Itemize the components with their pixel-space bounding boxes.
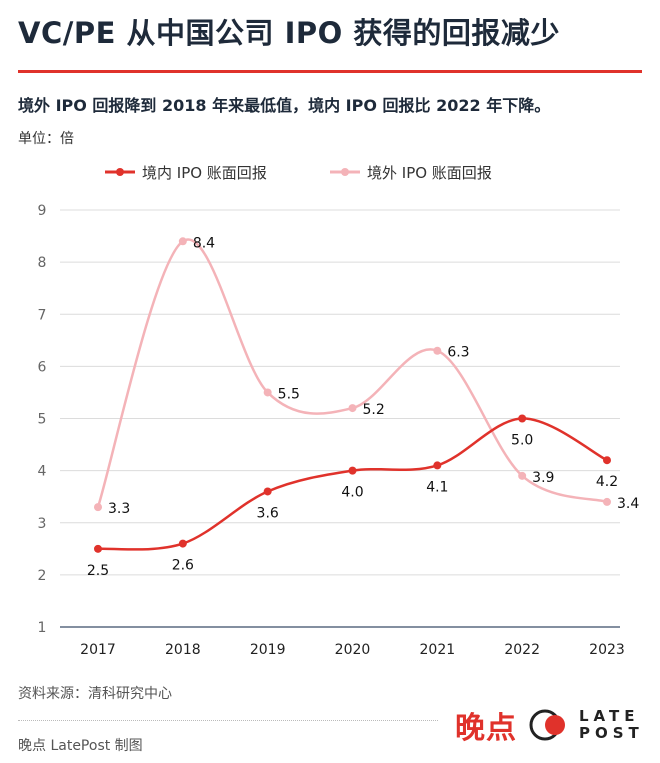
chart-title: VC/PE 从中国公司 IPO 获得的回报减少 <box>18 16 560 50</box>
data-point-foreign <box>518 471 527 480</box>
data-label-foreign: 8.4 <box>193 235 215 251</box>
data-label-foreign: 6.3 <box>447 345 469 361</box>
legend: 境内 IPO 账面回报 境外 IPO 账面回报 <box>105 164 492 182</box>
y-tick-label: 6 <box>38 359 47 375</box>
data-point-domestic <box>348 466 357 475</box>
data-label-foreign: 5.2 <box>363 402 385 418</box>
y-tick-label: 4 <box>38 464 47 480</box>
data-point-foreign <box>603 497 611 506</box>
title-divider <box>18 70 642 73</box>
data-point-domestic <box>433 461 442 470</box>
unit-label: 单位：倍 <box>18 131 74 147</box>
data-label-domestic: 2.6 <box>172 558 194 574</box>
y-tick-label: 7 <box>38 307 47 323</box>
y-tick-label: 1 <box>38 620 47 636</box>
data-point-domestic <box>178 539 187 548</box>
y-tick-label: 8 <box>38 255 47 271</box>
footer-divider <box>18 720 438 721</box>
data-point-domestic <box>263 487 272 496</box>
data-label-domestic: 4.2 <box>596 474 618 490</box>
data-point-domestic <box>518 414 527 423</box>
x-tick-label: 2020 <box>335 642 371 658</box>
data-label-domestic: 2.5 <box>87 563 109 579</box>
data-label-domestic: 5.0 <box>511 433 533 449</box>
data-point-foreign <box>348 404 357 413</box>
latepost-logo: 晚点 LATE POST <box>455 703 644 747</box>
data-point-foreign <box>433 346 442 355</box>
y-tick-label: 9 <box>38 203 47 219</box>
data-point-foreign <box>178 237 187 246</box>
legend-marker-domestic <box>116 168 124 176</box>
logo-en: LATE POST <box>579 707 644 742</box>
legend-label-domestic: 境内 IPO 账面回报 <box>142 164 267 182</box>
data-label-domestic: 4.1 <box>426 479 448 495</box>
chart-subtitle: 境外 IPO 回报降到 2018 年来最低值，境内 IPO 回报比 2022 年… <box>18 96 551 115</box>
logo-circle-icon <box>529 709 565 741</box>
legend-label-foreign: 境外 IPO 账面回报 <box>367 164 492 182</box>
data-point-foreign <box>94 503 102 512</box>
x-tick-label: 2023 <box>589 642 625 658</box>
y-tick-label: 5 <box>38 412 47 428</box>
x-tick-label: 2019 <box>250 642 286 658</box>
y-tick-label: 2 <box>38 568 47 584</box>
x-tick-label: 2022 <box>504 642 540 658</box>
data-label-foreign: 3.3 <box>108 501 130 517</box>
legend-marker-foreign <box>341 168 349 176</box>
data-label-domestic: 3.6 <box>257 505 279 521</box>
data-point-foreign <box>263 388 272 397</box>
data-label-foreign: 3.4 <box>617 496 639 512</box>
data-point-domestic <box>94 544 102 553</box>
x-tick-label: 2021 <box>420 642 456 658</box>
series-line-foreign <box>96 238 608 508</box>
credit-note: 晚点 LatePost 制图 <box>18 738 143 754</box>
data-label-domestic: 4.0 <box>341 485 363 501</box>
y-tick-label: 3 <box>38 516 47 532</box>
data-point-domestic <box>603 456 611 465</box>
line-chart: 境内 IPO 账面回报 境外 IPO 账面回报 1 2 3 4 5 6 7 8 9 2017 201… <box>38 164 640 658</box>
x-tick-label: 2017 <box>80 642 116 658</box>
logo-cn: 晚点 <box>455 711 517 746</box>
data-label-foreign: 5.5 <box>278 386 300 402</box>
data-label-foreign: 3.9 <box>532 470 554 486</box>
x-tick-label: 2018 <box>165 642 201 658</box>
source-note: 资料来源：清科研究中心 <box>18 686 172 702</box>
